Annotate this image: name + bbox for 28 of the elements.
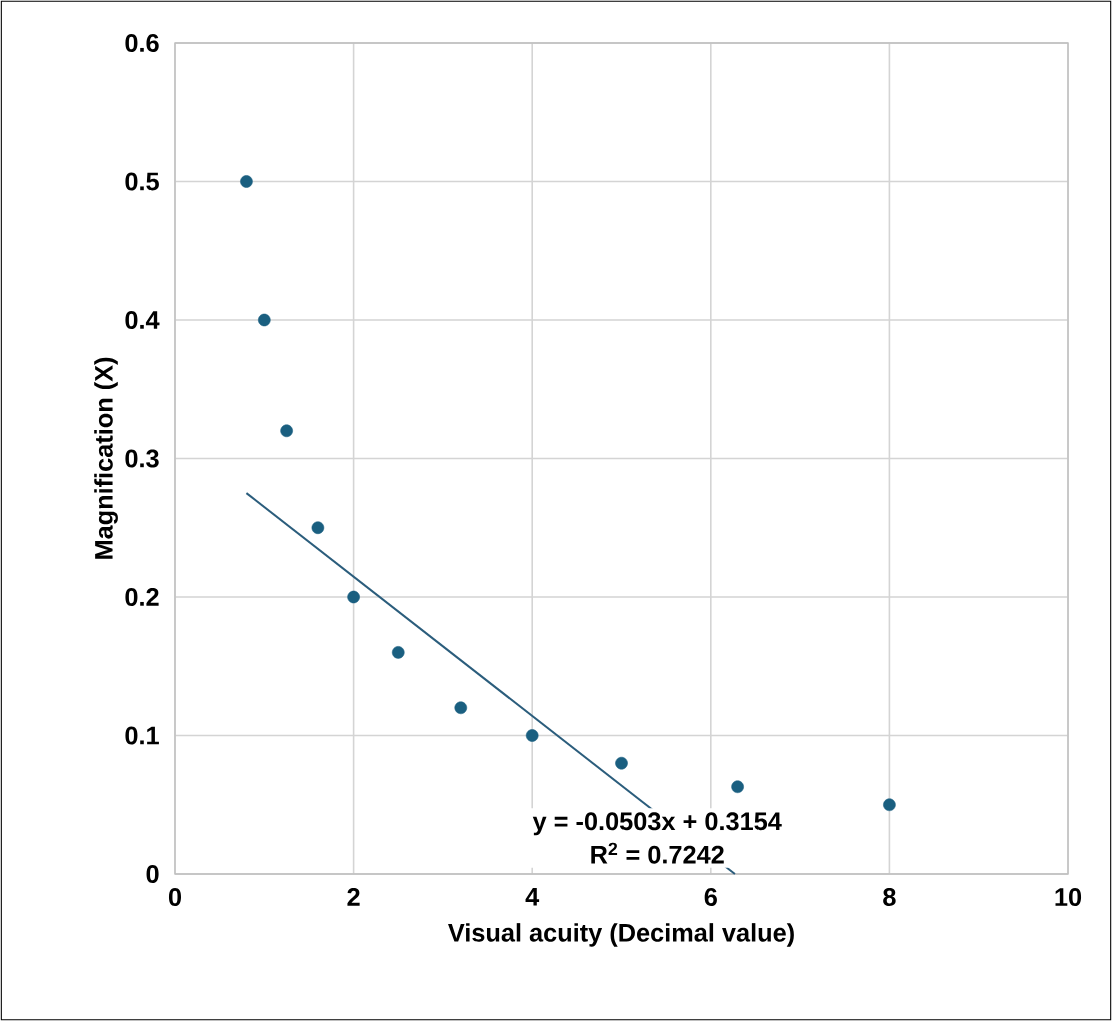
- point: [258, 313, 271, 327]
- annotation: y = -0.0503x + 0.3154: [532, 812, 782, 836]
- point: [615, 756, 628, 770]
- point: [525, 729, 539, 742]
- point: [311, 521, 325, 535]
- x-tick-label: 0: [168, 888, 182, 906]
- x-tick-label: 10: [1055, 888, 1082, 906]
- x-tick-label: 6: [704, 888, 717, 906]
- y-tick-label: 0.6: [125, 34, 159, 52]
- point: [391, 646, 405, 659]
- point: [731, 780, 744, 794]
- x-axis-title: Visual acuity (Decimal value): [448, 923, 794, 947]
- y-tick-label: 0.5: [125, 172, 159, 191]
- x-tick-label: 2: [347, 888, 360, 906]
- y-tick-label: 0.1: [125, 726, 159, 745]
- y-tick-label: 0.3: [125, 449, 159, 468]
- point: [280, 424, 293, 438]
- point: [240, 175, 253, 188]
- x-tick-label: 8: [883, 888, 896, 906]
- annotation: R$^{2}$ = 0.7242: [591, 842, 724, 864]
- y-tick-label: 0: [146, 865, 159, 883]
- point: [883, 798, 896, 812]
- y-tick-label: 0.4: [125, 311, 160, 329]
- point: [454, 701, 468, 715]
- y-axis-title: Magnification (X): [94, 357, 118, 559]
- x-tick-label: 4: [525, 888, 540, 906]
- y-tick-label: 0.2: [125, 588, 159, 606]
- point: [347, 590, 360, 604]
